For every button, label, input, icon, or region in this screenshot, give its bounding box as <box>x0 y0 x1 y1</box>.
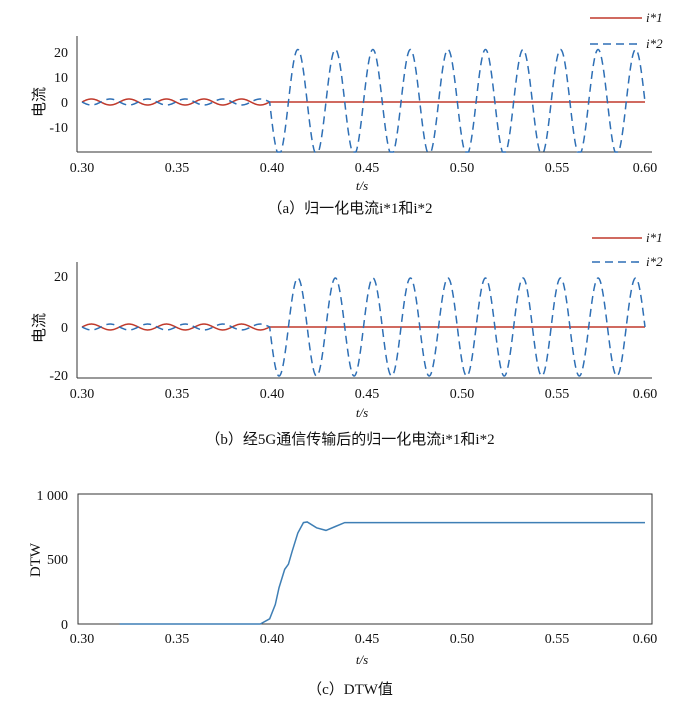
panel-c-xtick-035: 0.35 <box>165 632 190 647</box>
panel-b-legend: i*1 i*2 <box>592 230 663 269</box>
panel-b-ylabel: 电流 <box>31 313 48 343</box>
panel-c-caption: （c）DTW值 <box>307 681 393 698</box>
panel-c-xtick-030: 0.30 <box>70 632 95 647</box>
panel-b-xtick-030: 0.30 <box>70 387 95 402</box>
panel-c-frame <box>77 493 653 625</box>
panel-c: DTW 1 000 500 0 0.30 0.35 0.40 0.45 0.50… <box>28 489 657 698</box>
panel-b-yticks: 20 0 -20 <box>49 270 68 384</box>
panel-a-xtick-030: 0.30 <box>70 161 95 176</box>
panel-c-xtick-055: 0.55 <box>545 632 570 647</box>
panel-a-ytick-0: 0 <box>61 96 68 111</box>
panel-a-legend-i2-label: i*2 <box>646 36 663 51</box>
panel-b-xtick-050: 0.50 <box>450 387 475 402</box>
panel-a-xtick-040: 0.40 <box>260 161 285 176</box>
panel-b-xlabel: t/s <box>356 405 368 420</box>
panel-a-ylabel: 电流 <box>31 87 48 117</box>
panel-c-ytick-1000: 1 000 <box>37 489 69 504</box>
panel-c-ytick-500: 500 <box>47 553 68 568</box>
panel-a-xticks: 0.30 0.35 0.40 0.45 0.50 0.55 0.60 <box>70 161 658 176</box>
panel-b-xtick-035: 0.35 <box>165 387 190 402</box>
panel-c-xtick-045: 0.45 <box>355 632 380 647</box>
panel-a: 电流 20 10 0 -10 0.30 0.35 0.40 0.45 0.50 … <box>31 10 663 217</box>
panel-b-xtick-045: 0.45 <box>355 387 380 402</box>
panel-a-ytick-neg10: -10 <box>49 121 68 136</box>
panel-c-xticks: 0.30 0.35 0.40 0.45 0.50 0.55 0.60 <box>70 632 658 647</box>
panel-b-legend-i2-label: i*2 <box>646 254 663 269</box>
panel-a-xtick-055: 0.55 <box>545 161 570 176</box>
panel-c-dtw-line <box>119 521 645 625</box>
panel-b-xtick-055: 0.55 <box>545 387 570 402</box>
panel-a-xtick-050: 0.50 <box>450 161 475 176</box>
panel-b-ytick-20: 20 <box>54 270 68 285</box>
panel-b-xticks: 0.30 0.35 0.40 0.45 0.50 0.55 0.60 <box>70 387 658 402</box>
panel-c-xtick-040: 0.40 <box>260 632 285 647</box>
panel-b-ytick-neg20: -20 <box>49 369 68 384</box>
panel-c-ylabel: DTW <box>28 542 44 577</box>
panel-a-xtick-035: 0.35 <box>165 161 190 176</box>
panel-c-xtick-050: 0.50 <box>450 632 475 647</box>
panel-c-yticks: 1 000 500 0 <box>37 489 69 633</box>
panel-b: 电流 20 0 -20 0.30 0.35 0.40 0.45 0.50 0.5… <box>31 230 663 448</box>
panel-a-ytick-20: 20 <box>54 46 68 61</box>
panel-c-ytick-0: 0 <box>61 618 68 633</box>
panel-a-legend: i*1 i*2 <box>590 10 663 51</box>
panel-a-series-2-line <box>81 48 646 153</box>
panel-a-xtick-060: 0.60 <box>633 161 658 176</box>
panel-c-plot <box>119 521 645 625</box>
panel-b-xtick-040: 0.40 <box>260 387 285 402</box>
panel-a-yticks: 20 10 0 -10 <box>49 46 68 136</box>
panel-c-xtick-060: 0.60 <box>633 632 658 647</box>
panel-a-caption: （a）归一化电流i*1和i*2 <box>268 200 433 217</box>
panel-a-xtick-045: 0.45 <box>355 161 380 176</box>
panel-a-legend-i1-label: i*1 <box>646 10 663 25</box>
panel-a-ytick-10: 10 <box>54 71 68 86</box>
panel-a-plot <box>81 48 646 153</box>
panel-b-series-2-line <box>81 277 646 377</box>
panel-b-legend-i1-label: i*1 <box>646 230 663 245</box>
panel-b-plot <box>81 277 646 377</box>
panel-b-caption: （b）经5G通信传输后的归一化电流i*1和i*2 <box>205 431 494 448</box>
panel-a-xlabel: t/s <box>356 178 368 193</box>
panel-b-xtick-060: 0.60 <box>633 387 658 402</box>
panel-c-xlabel: t/s <box>356 652 368 667</box>
panel-b-ytick-0: 0 <box>61 321 68 336</box>
